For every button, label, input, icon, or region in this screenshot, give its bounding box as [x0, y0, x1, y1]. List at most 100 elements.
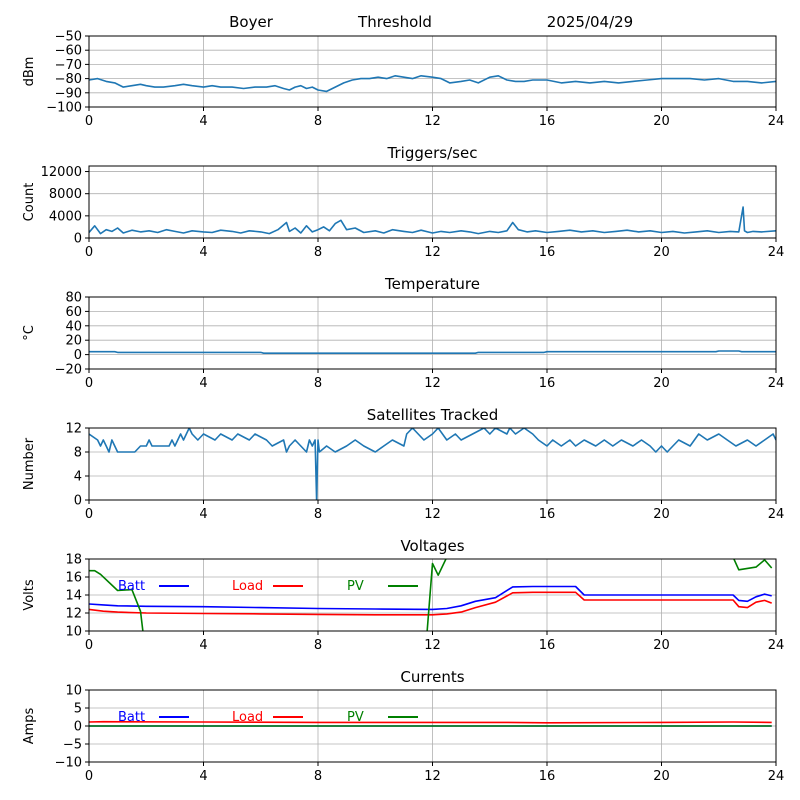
- series-group: [89, 75, 776, 93]
- x-tick-label: 24: [768, 638, 785, 653]
- series-line-pv: [89, 559, 773, 631]
- x-tick-label: 4: [199, 114, 207, 129]
- panel-4: 0 4 8 12 16 20 24 10 12 14 16 18 Volts Voltages Batt Lo…: [22, 537, 784, 653]
- x-tick-label: 20: [653, 376, 670, 391]
- y-axis-label: Volts: [22, 579, 37, 611]
- x-tick-label: 4: [199, 376, 207, 391]
- y-tick-label: 8: [74, 446, 82, 461]
- x-tick-label: 4: [199, 638, 207, 653]
- y-tick-label: 10: [65, 684, 82, 699]
- chart-title: Currents: [400, 668, 464, 686]
- series-line-batt: [89, 585, 772, 611]
- x-tick-label: 20: [653, 638, 670, 653]
- y-tick-label: 0: [74, 494, 82, 509]
- chart-title: Triggers/sec: [387, 144, 478, 162]
- y-axis-label: dBm: [22, 57, 37, 87]
- x-tick-label: 8: [314, 376, 322, 391]
- x-tick-label: 4: [199, 769, 207, 784]
- y-axis-label: Count: [22, 183, 37, 222]
- series-group: [89, 559, 773, 631]
- y-tick-label: 20: [65, 334, 82, 349]
- x-tick-label: 20: [653, 769, 670, 784]
- header-date: 2025/04/29: [547, 13, 633, 31]
- y-tick-label: 18: [65, 553, 82, 568]
- panel-5: 0 4 8 12 16 20 24 −10 −5 0 5 10 Amps Currents Batt Load…: [22, 668, 784, 784]
- y-tick-label: 12: [65, 607, 82, 622]
- x-tick-label: 4: [199, 245, 207, 260]
- y-tick-label: 10: [65, 625, 82, 640]
- x-tick-label: 4: [199, 507, 207, 522]
- series-group: [89, 720, 772, 727]
- x-tick-label: 24: [768, 245, 785, 260]
- series-group: [89, 428, 776, 500]
- y-axis-label: Number: [22, 437, 37, 490]
- x-tick-label: 0: [85, 245, 93, 260]
- y-tick-label: 40: [65, 319, 82, 334]
- panel-3: 0 4 8 12 16 20 24 0 4 8 12 Number Satellites Tracked: [22, 406, 784, 522]
- x-tick-label: 16: [539, 638, 556, 653]
- x-tick-label: 0: [85, 114, 93, 129]
- y-tick-label: 0: [74, 720, 82, 735]
- series-line-load: [89, 720, 772, 724]
- x-tick-label: 12: [424, 245, 441, 260]
- y-tick-label: −100: [46, 101, 82, 116]
- x-tick-label: 8: [314, 245, 322, 260]
- x-tick-label: 24: [768, 114, 785, 129]
- legend-label-load: Load: [232, 579, 263, 594]
- legend-label-load: Load: [232, 710, 263, 725]
- x-tick-label: 24: [768, 769, 785, 784]
- x-tick-label: 16: [539, 114, 556, 129]
- y-tick-label: −60: [55, 44, 82, 59]
- y-tick-label: 14: [65, 589, 82, 604]
- series-line-0: [89, 75, 776, 93]
- legend-label-pv: PV: [347, 579, 364, 594]
- x-tick-label: 0: [85, 376, 93, 391]
- y-tick-label: 4000: [49, 209, 82, 224]
- y-axis-label: Amps: [22, 707, 37, 744]
- x-tick-label: 0: [85, 638, 93, 653]
- y-tick-label: 0: [74, 348, 82, 363]
- header-mode: Threshold: [357, 13, 432, 31]
- x-tick-label: 0: [85, 769, 93, 784]
- x-tick-label: 8: [314, 507, 322, 522]
- series-line-0: [89, 206, 776, 235]
- chart-title: Satellites Tracked: [367, 406, 498, 424]
- legend-label-pv: PV: [347, 710, 364, 725]
- x-tick-label: 12: [424, 114, 441, 129]
- x-tick-label: 24: [768, 507, 785, 522]
- x-tick-label: 16: [539, 245, 556, 260]
- panel-1: 0 4 8 12 16 20 24 0 4000 8000 12000 Count Triggers/s…: [22, 144, 784, 260]
- y-tick-label: −90: [55, 86, 82, 101]
- y-tick-label: −80: [55, 72, 82, 87]
- series-line-0: [89, 428, 776, 500]
- x-tick-label: 16: [539, 376, 556, 391]
- x-tick-label: 20: [653, 245, 670, 260]
- y-tick-label: 12: [65, 422, 82, 437]
- x-tick-label: 8: [314, 114, 322, 129]
- panel-0: 0 4 8 12 16 20 24 −100−90−80−70−60−50 dBm: [22, 30, 784, 130]
- x-tick-label: 24: [768, 376, 785, 391]
- series-line-0: [89, 350, 776, 355]
- chart-title: Temperature: [384, 275, 480, 293]
- y-tick-label: 12000: [41, 165, 82, 180]
- y-tick-label: 8000: [49, 187, 82, 202]
- series-line-load: [89, 591, 772, 616]
- x-tick-label: 0: [85, 507, 93, 522]
- x-tick-label: 12: [424, 507, 441, 522]
- x-tick-label: 8: [314, 638, 322, 653]
- y-tick-label: −20: [55, 363, 82, 378]
- y-tick-label: −10: [55, 756, 82, 771]
- x-tick-label: 20: [653, 507, 670, 522]
- y-tick-label: −70: [55, 58, 82, 73]
- legend-label-batt: Batt: [118, 710, 145, 725]
- x-tick-label: 16: [539, 507, 556, 522]
- x-tick-label: 16: [539, 769, 556, 784]
- y-tick-label: 16: [65, 571, 82, 586]
- y-tick-label: 60: [65, 305, 82, 320]
- y-tick-label: −5: [63, 738, 82, 753]
- y-axis-label: °C: [22, 325, 37, 341]
- x-tick-label: 12: [424, 638, 441, 653]
- y-tick-label: 0: [74, 232, 82, 247]
